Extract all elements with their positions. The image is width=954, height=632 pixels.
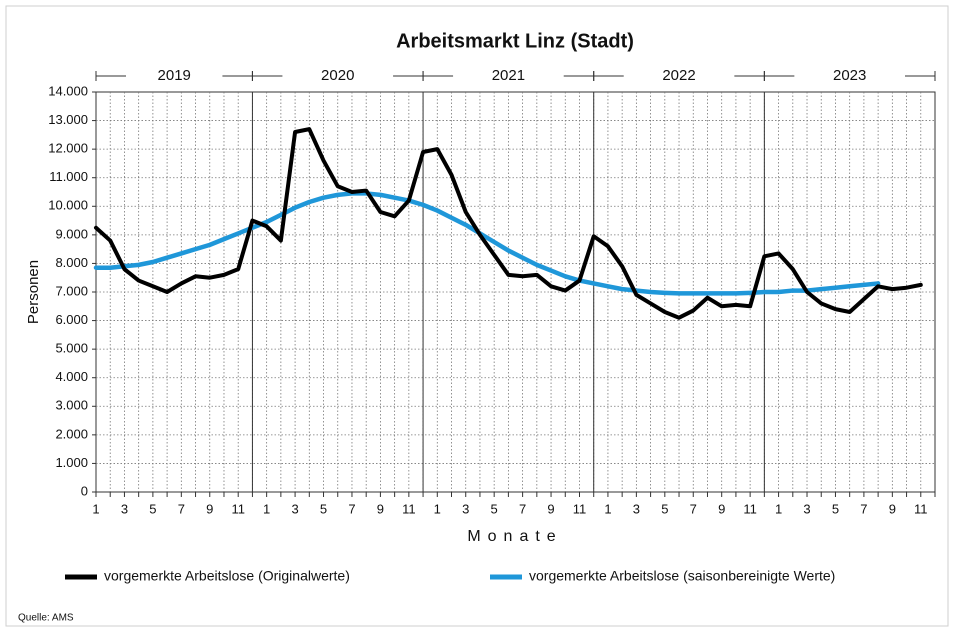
y-tick-label: 0 (81, 483, 88, 498)
y-tick-label: 4.000 (55, 369, 88, 384)
year-label: 2021 (492, 67, 525, 84)
x-axis-label: Monate (467, 528, 562, 545)
x-tick-label: 7 (690, 501, 697, 516)
x-tick-label: 11 (573, 501, 587, 516)
x-tick-label: 3 (291, 501, 298, 516)
x-tick-label: 7 (178, 501, 185, 516)
x-tick-label: 3 (803, 501, 810, 516)
x-tick-label: 1 (775, 501, 782, 516)
y-tick-label: 14.000 (48, 83, 88, 98)
x-tick-label: 9 (206, 501, 213, 516)
x-tick-label: 7 (348, 501, 355, 516)
series-line (94, 127, 923, 320)
y-tick-label: 8.000 (55, 255, 88, 270)
x-tick-label: 5 (320, 501, 327, 516)
legend-label: vorgemerkte Arbeitslose (Originalwerte) (104, 568, 350, 584)
y-tick-label: 6.000 (55, 312, 88, 327)
x-tick-label: 7 (860, 501, 867, 516)
x-tick-label: 9 (718, 501, 725, 516)
x-tick-label: 3 (121, 501, 128, 516)
x-tick-label: 9 (547, 501, 554, 516)
year-label: 2022 (662, 67, 695, 84)
year-label: 2023 (833, 67, 866, 84)
x-tick-label: 9 (889, 501, 896, 516)
x-tick-label: 3 (633, 501, 640, 516)
y-axis-label: Personen (25, 260, 42, 324)
x-tick-label: 7 (519, 501, 526, 516)
x-tick-label: 5 (491, 501, 498, 516)
y-tick-label: 13.000 (48, 112, 88, 127)
y-tick-label: 1.000 (55, 455, 88, 470)
y-tick-label: 11.000 (49, 169, 88, 184)
y-tick-label: 7.000 (55, 283, 88, 298)
x-tick-label: 3 (462, 501, 469, 516)
x-tick-label: 1 (434, 501, 441, 516)
x-tick-label: 5 (832, 501, 839, 516)
x-tick-label: 1 (263, 501, 270, 516)
year-label: 2020 (321, 67, 354, 84)
source: Quelle: AMS (18, 613, 74, 624)
y-tick-label: 2.000 (55, 426, 88, 441)
x-tick-label: 11 (743, 501, 757, 516)
x-tick-label: 5 (661, 501, 668, 516)
legend-label: vorgemerkte Arbeitslose (saisonbereinigt… (529, 568, 835, 584)
y-tick-label: 3.000 (55, 398, 88, 413)
x-tick-label: 11 (231, 501, 245, 516)
y-tick-label: 12.000 (48, 141, 88, 156)
y-tick-label: 9.000 (55, 226, 88, 241)
x-tick-label: 9 (377, 501, 384, 516)
year-label: 2019 (158, 67, 191, 84)
chart-title: Arbeitsmarkt Linz (Stadt) (396, 30, 634, 52)
y-tick-label: 10.000 (48, 198, 88, 213)
x-tick-label: 11 (402, 501, 416, 516)
x-tick-label: 11 (914, 501, 928, 516)
y-tick-label: 5.000 (55, 341, 88, 356)
x-tick-label: 1 (92, 501, 99, 516)
series-line (93, 191, 881, 296)
x-tick-label: 5 (149, 501, 156, 516)
x-tick-label: 1 (604, 501, 611, 516)
